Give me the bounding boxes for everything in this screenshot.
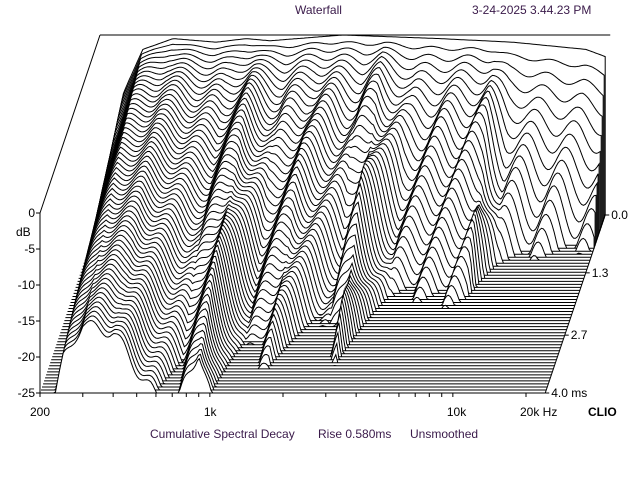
caption-mode: Cumulative Spectral Decay bbox=[150, 427, 295, 441]
decay-slice bbox=[52, 263, 558, 358]
timestamp: 3-24-2025 3.44.23 PM bbox=[472, 3, 592, 17]
frame-left-slant bbox=[39, 34, 101, 214]
z-axis-line bbox=[544, 214, 606, 394]
x-tick-label: 10k bbox=[446, 405, 467, 419]
x-tick-label: 200 bbox=[30, 405, 51, 419]
y-tick-label: -10 bbox=[17, 278, 35, 292]
y-tick-label: -25 bbox=[17, 386, 35, 400]
decay-slice bbox=[53, 258, 559, 355]
z-tick-label: 1.3 bbox=[591, 265, 609, 280]
x-tick-label: 1k bbox=[203, 405, 217, 419]
chart-title: Waterfall bbox=[295, 3, 342, 17]
y-axis-label: dB bbox=[16, 225, 31, 239]
z-tick-label: 2.7 bbox=[570, 328, 588, 343]
clio-brand: CLIO bbox=[588, 405, 617, 419]
x-tick-label: 20k Hz bbox=[520, 405, 558, 419]
z-tick-label: 4.0 ms bbox=[551, 386, 588, 400]
z-tick-label: 0.0 bbox=[611, 208, 628, 222]
y-tick-label: -15 bbox=[17, 314, 35, 328]
caption-rise: Rise 0.580ms bbox=[318, 427, 392, 441]
caption-smoothing: Unsmoothed bbox=[410, 427, 479, 441]
y-tick-label: -20 bbox=[17, 350, 35, 364]
y-tick-label: 0 bbox=[28, 206, 35, 220]
y-tick-label: -5 bbox=[24, 242, 35, 256]
